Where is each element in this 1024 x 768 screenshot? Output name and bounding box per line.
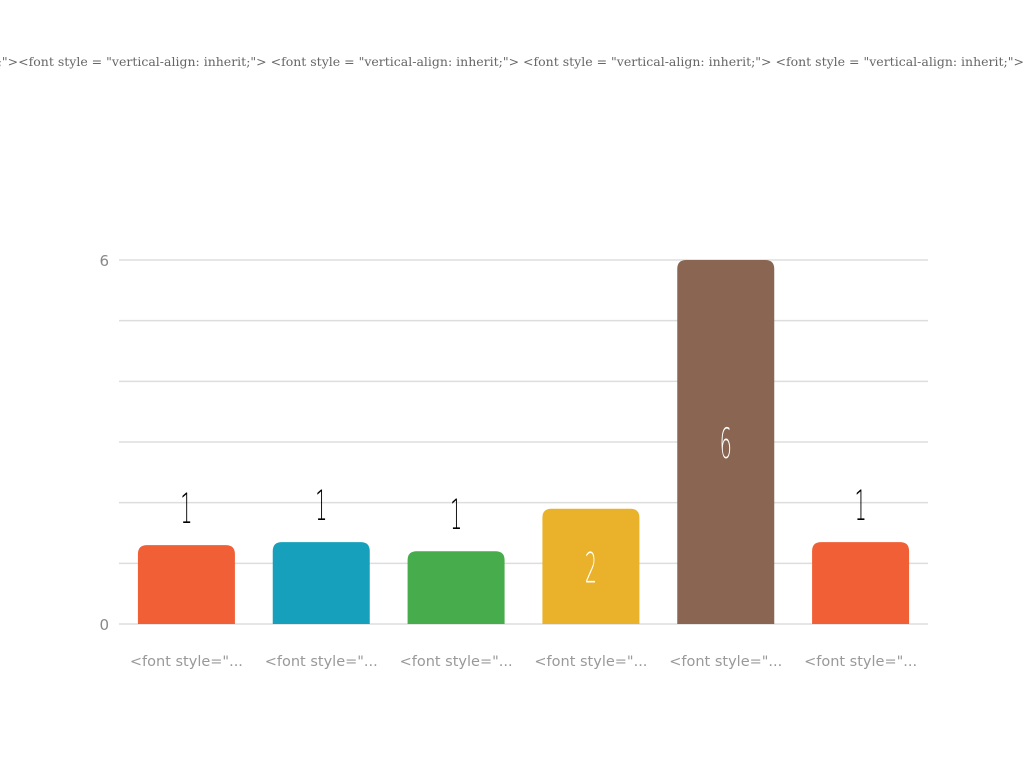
- data-label: 1: [855, 481, 867, 530]
- x-tick-label: <font style="...: [130, 654, 243, 670]
- bar: [137, 545, 235, 624]
- x-tick-label: <font style="...: [265, 654, 378, 670]
- bar: [542, 508, 640, 624]
- data-label: 1: [450, 491, 462, 540]
- y-tick-label: 0: [99, 616, 109, 634]
- x-tick-label: <font style="...: [400, 654, 513, 670]
- x-tick-label: <font style="...: [669, 654, 782, 670]
- bar: [407, 551, 505, 624]
- data-label: 2: [585, 544, 597, 593]
- bars: [137, 260, 910, 624]
- x-tick-label: <font style="...: [534, 654, 647, 670]
- data-label: 1: [180, 484, 192, 533]
- bar: [677, 260, 775, 624]
- y-axis: 06: [99, 252, 109, 634]
- gridlines: [119, 259, 928, 625]
- y-tick-label: 6: [99, 252, 109, 270]
- x-axis: <font style="... <font style="... <font st…: [130, 654, 917, 670]
- chart-title: herit;"><font style = "vertical-align: i…: [0, 54, 1024, 69]
- x-tick-label: <font style="...: [804, 654, 917, 670]
- data-label: 6: [720, 419, 732, 468]
- bar: [812, 542, 910, 624]
- value-labels: 1 1 1 2 6 1: [180, 419, 866, 592]
- data-label: 1: [315, 481, 327, 530]
- bar: [272, 542, 370, 624]
